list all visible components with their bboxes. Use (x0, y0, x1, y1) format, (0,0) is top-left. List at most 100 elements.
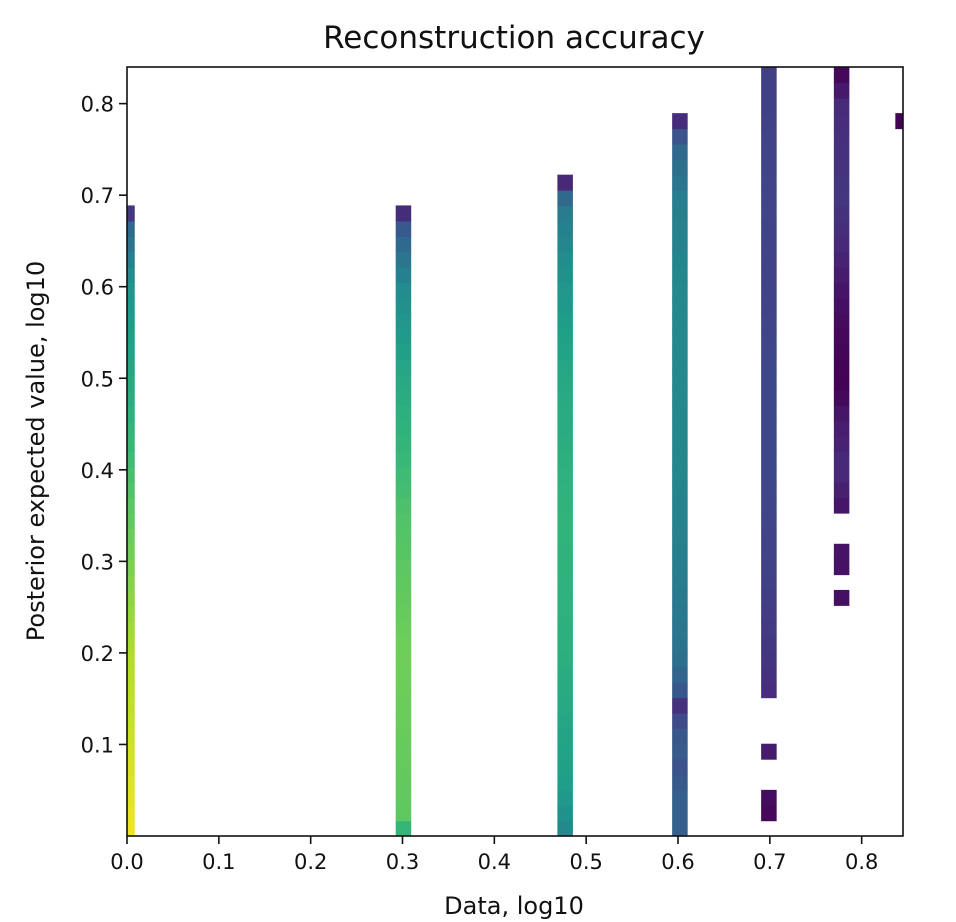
heatmap-cell (557, 743, 573, 760)
heatmap-cell (672, 420, 688, 437)
heatmap-cell (395, 236, 412, 253)
heatmap-cell (557, 666, 573, 683)
heatmap-cell (557, 559, 573, 576)
heatmap-cell (127, 297, 135, 314)
heatmap-cell (557, 236, 573, 253)
heatmap-cell (833, 343, 850, 360)
heatmap-cell (127, 728, 135, 745)
heatmap-cell (127, 620, 135, 637)
heatmap-cell (395, 266, 412, 283)
heatmap-cell (557, 605, 573, 622)
heatmap-cell (672, 236, 688, 253)
heatmap-cell (557, 497, 573, 514)
heatmap-cell (672, 143, 688, 160)
heatmap-cell (672, 343, 688, 360)
x-tick-label: 0.1 (202, 850, 235, 874)
heatmap-cell (127, 343, 135, 360)
heatmap-cell (395, 589, 412, 606)
x-tick-label: 0.7 (753, 850, 786, 874)
heatmap-cell (833, 543, 850, 560)
heatmap-cell (395, 297, 412, 314)
heatmap-cell (672, 174, 688, 191)
heatmap-cell (672, 159, 688, 176)
heatmap-cell (557, 682, 573, 699)
heatmap-cell (395, 805, 412, 822)
heatmap-cell (672, 436, 688, 453)
heatmap-cell (127, 482, 135, 499)
heatmap-cell (833, 359, 850, 376)
heatmap-cell (395, 374, 412, 391)
heatmap-cell (761, 343, 777, 360)
heatmap-cell (761, 389, 777, 406)
heatmap-cell (833, 451, 850, 468)
heatmap-cell (557, 297, 573, 314)
heatmap-cell (395, 759, 412, 776)
heatmap-cell (395, 574, 412, 591)
heatmap-cell (672, 620, 688, 637)
heatmap-cell (395, 497, 412, 514)
x-axis: 0.0 0.1 0.2 0.3 0.4 0.5 0.6 0.7 0.8 (110, 836, 878, 874)
heatmap-cell (127, 574, 135, 591)
heatmap-cell (761, 420, 777, 437)
heatmap-cell (833, 466, 850, 483)
heatmap-cell (833, 589, 850, 606)
heatmap-cell (557, 451, 573, 468)
heatmap-cell (127, 528, 135, 545)
heatmap-cell (557, 328, 573, 345)
heatmap-cell (672, 405, 688, 422)
heatmap-cell (833, 205, 850, 222)
heatmap-cell (761, 67, 777, 83)
heatmap-cell (761, 374, 777, 391)
heatmap-cell (672, 574, 688, 591)
x-tick-label: 0.2 (294, 850, 327, 874)
heatmap-cell (672, 636, 688, 653)
heatmap-cell (672, 251, 688, 268)
heatmap-cell (557, 374, 573, 391)
heatmap-cell (127, 466, 135, 483)
heatmap-cell (761, 359, 777, 376)
heatmap-cell (127, 697, 135, 714)
heatmap-cell (833, 128, 850, 145)
heatmap-cell (761, 666, 777, 683)
chart-title: Reconstruction accuracy (323, 20, 705, 56)
heatmap-cell (895, 113, 903, 130)
heatmap-cell (557, 574, 573, 591)
heatmap-cell (395, 513, 412, 529)
heatmap-cell (672, 359, 688, 376)
heatmap-cell (761, 205, 777, 222)
heatmap-cell (127, 282, 135, 299)
heatmap-cell (761, 743, 777, 760)
heatmap-cell (672, 559, 688, 576)
heatmap-cell (127, 405, 135, 422)
heatmap-cell (833, 374, 850, 391)
heatmap-cell (761, 266, 777, 283)
heatmap-cell (761, 113, 777, 130)
heatmap-cell (833, 113, 850, 130)
heatmap-cell (127, 220, 135, 237)
heatmap-cell (761, 82, 777, 99)
heatmap-cell (761, 436, 777, 453)
heatmap-cell (833, 482, 850, 499)
heatmap-cell (127, 636, 135, 653)
heatmap-cell (127, 389, 135, 406)
heatmap-cells (127, 67, 903, 837)
heatmap-cell (127, 374, 135, 391)
heatmap-cell (672, 743, 688, 760)
heatmap-cell (672, 113, 688, 130)
heatmap-cell (395, 789, 412, 806)
heatmap-cell (833, 420, 850, 437)
heatmap-cell (761, 528, 777, 545)
heatmap-cell (395, 712, 412, 729)
heatmap-cell (557, 282, 573, 299)
heatmap-cell (672, 589, 688, 606)
x-tick-label: 0.6 (661, 850, 694, 874)
heatmap-cell (672, 497, 688, 514)
heatmap-cell (833, 174, 850, 191)
heatmap-cell (127, 682, 135, 699)
heatmap-cell (672, 374, 688, 391)
heatmap-cell (833, 389, 850, 406)
heatmap-cell (833, 328, 850, 345)
x-tick-label: 0.0 (110, 850, 143, 874)
heatmap-cell (672, 128, 688, 145)
heatmap-cell (557, 774, 573, 791)
